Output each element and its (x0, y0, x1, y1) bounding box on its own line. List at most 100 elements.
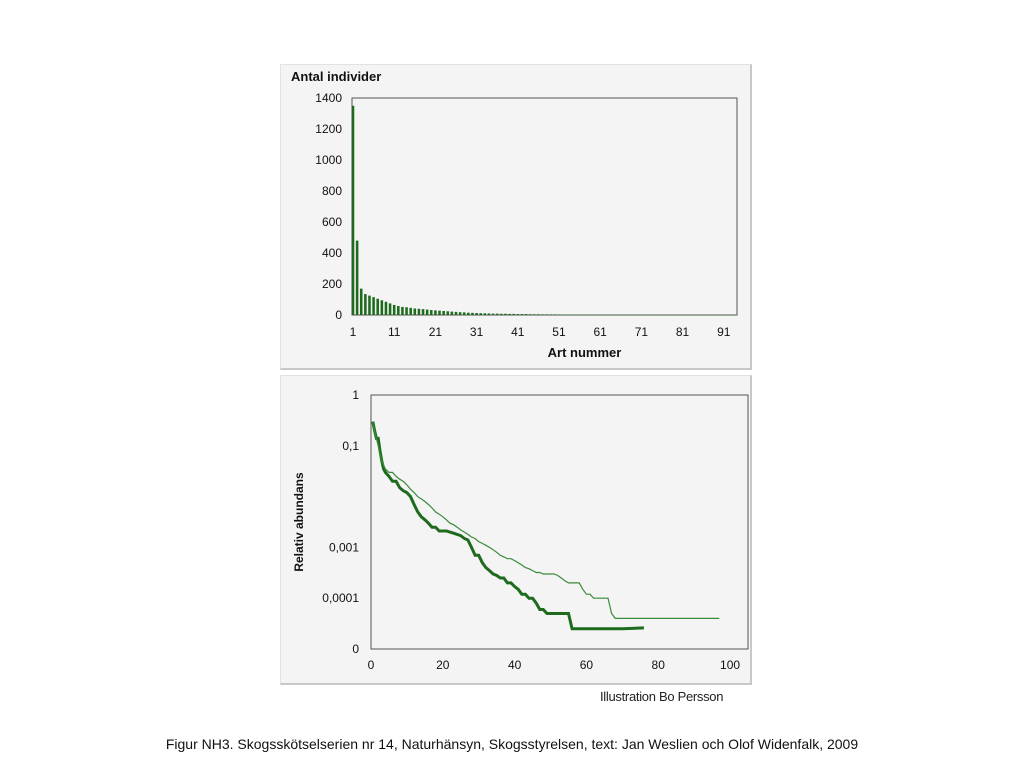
bar (450, 311, 454, 315)
bar (520, 314, 524, 315)
chart-title: Antal individer (291, 69, 381, 84)
bar (557, 314, 561, 316)
bar (619, 314, 623, 316)
bar-chart: Antal individer 0 200 400 600 800 1000 1200 1400… (291, 69, 738, 360)
x-tick-label: 61 (593, 325, 607, 339)
y-tick-label: 800 (322, 184, 342, 198)
plot-frame (351, 97, 738, 316)
bar (656, 314, 660, 316)
bar (372, 297, 375, 315)
x-tick-label: 21 (429, 325, 443, 339)
illustration-credit: Illustration Bo Persson (600, 689, 724, 704)
bar (405, 307, 408, 315)
bar (516, 314, 520, 315)
bar (553, 314, 557, 315)
bar (537, 314, 540, 315)
bar (549, 314, 553, 315)
bar (508, 313, 511, 315)
bar (409, 307, 412, 315)
bar (565, 314, 569, 316)
bar (359, 288, 363, 315)
bar (401, 306, 404, 315)
bar (660, 314, 664, 316)
bar (689, 314, 693, 316)
x-tick-label: 60 (580, 658, 594, 672)
bar (479, 313, 482, 315)
bar (475, 312, 478, 315)
y-tick-label: 0,001 (329, 540, 359, 554)
bar (697, 314, 701, 316)
bar (364, 294, 367, 315)
bar (458, 312, 462, 315)
bar (668, 314, 672, 316)
bar (471, 312, 474, 315)
bar (545, 314, 548, 315)
bar (722, 314, 726, 316)
bar (421, 309, 425, 315)
x-tick-label: 81 (676, 325, 690, 339)
bar (442, 310, 445, 315)
bar (561, 314, 565, 316)
bar (598, 314, 602, 316)
x-axis-label: Art nummer (548, 345, 622, 360)
y-tick-label: 0 (352, 642, 359, 656)
bar (351, 105, 355, 315)
bar (710, 314, 713, 316)
bar (726, 314, 730, 316)
bar (685, 314, 688, 316)
bar (392, 304, 396, 315)
bar (693, 314, 697, 316)
bar (541, 314, 544, 315)
bar (701, 314, 705, 316)
y-tick-label: 400 (322, 246, 342, 260)
x-tick-label: 0 (368, 658, 375, 672)
abundance-chart-panel: 1 0,1 0,001 0,0001 0 0 20 40 60 80 100 Relativ abun… (280, 375, 752, 685)
bar (681, 314, 684, 316)
bar (586, 314, 590, 316)
bar (590, 314, 594, 316)
bar-chart-panel: Antal individer 0 200 400 600 800 1000 1200 1400… (280, 64, 752, 370)
bar (532, 314, 536, 315)
bar (524, 314, 528, 315)
x-tick-label: 31 (470, 325, 484, 339)
x-tick-label: 100 (720, 658, 740, 672)
bar (425, 309, 429, 315)
bar (615, 314, 618, 316)
bar (730, 314, 734, 316)
bar (438, 310, 441, 315)
bar (570, 314, 573, 316)
bar (376, 298, 379, 315)
y-tick-label: 0 (335, 308, 342, 322)
bar (623, 314, 627, 316)
bar (574, 314, 577, 316)
bar (429, 310, 433, 315)
bar (368, 295, 371, 315)
y-axis-label: Relativ abundans (292, 472, 306, 572)
bar (388, 303, 392, 315)
bar (673, 314, 676, 316)
bar (384, 301, 388, 315)
bar (706, 314, 709, 316)
bar (528, 314, 532, 315)
bar (500, 313, 503, 315)
plot-frame (370, 394, 749, 650)
bar (467, 312, 470, 315)
bar (495, 313, 499, 315)
bar (677, 314, 680, 316)
bar (487, 313, 491, 315)
x-tick-label: 1 (350, 325, 357, 339)
y-tick-label: 1 (352, 388, 359, 402)
x-tick-label: 91 (717, 325, 731, 339)
bar (434, 310, 437, 315)
y-tick-label: 0,0001 (322, 591, 359, 605)
bar (631, 314, 635, 316)
bar (417, 308, 421, 315)
x-tick-label: 41 (511, 325, 525, 339)
bar (512, 313, 515, 315)
x-tick-label: 71 (635, 325, 649, 339)
bar (607, 314, 610, 316)
abundance-line-chart: 1 0,1 0,001 0,0001 00 20 40 60 80 100 Relativ abun… (292, 388, 749, 672)
bar (611, 314, 614, 316)
y-tick-label: 200 (322, 277, 342, 291)
bar (644, 314, 647, 316)
